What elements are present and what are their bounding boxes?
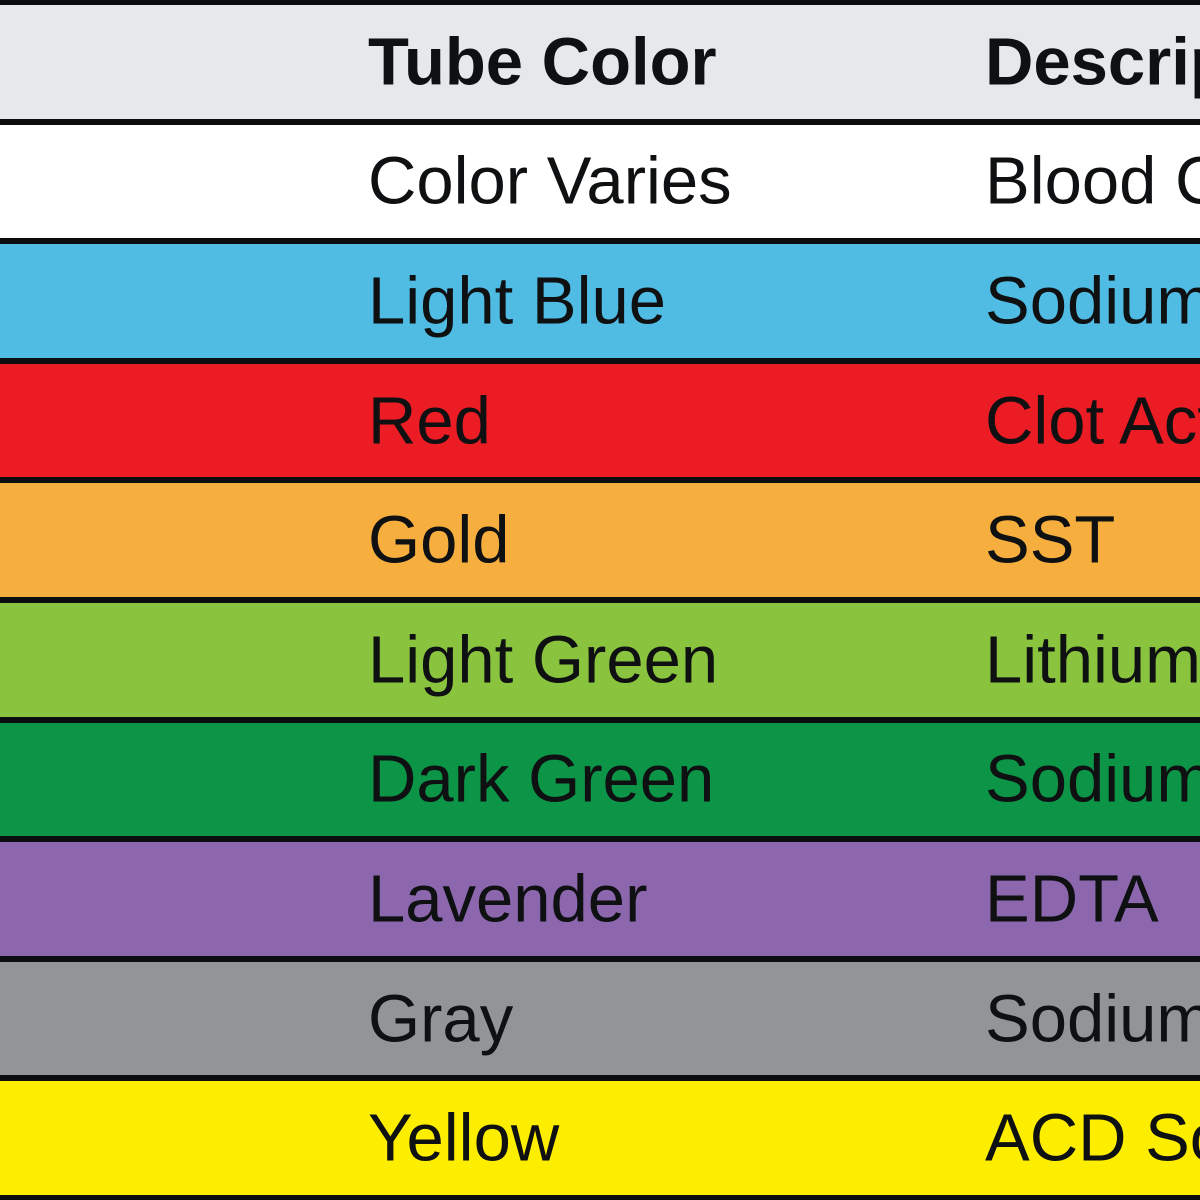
table-row: Dark Green Sodium (0, 722, 1200, 837)
description-cell: EDTA (985, 861, 1159, 937)
table-row: Color Varies Blood C (0, 124, 1200, 239)
tube-color-cell: Color Varies (368, 143, 732, 219)
column-header-description: Descrip (985, 24, 1200, 100)
tube-color-cell: Gold (368, 502, 510, 578)
tube-color-cell: Light Blue (368, 263, 666, 339)
description-cell: Blood C (985, 143, 1200, 219)
description-cell: Sodium (985, 981, 1200, 1057)
tube-color-cell: Gray (368, 981, 514, 1057)
table-row: Light Green Lithium (0, 602, 1200, 717)
table-header-row: Tube Color Descrip (0, 5, 1200, 119)
tube-color-cell: Yellow (368, 1100, 560, 1176)
table-row: Lavender EDTA (0, 842, 1200, 956)
table-row: Light Blue Sodium (0, 244, 1200, 358)
column-header-tube-color: Tube Color (368, 24, 717, 100)
description-cell: Lithium (985, 622, 1200, 698)
description-cell: Sodium (985, 263, 1200, 339)
description-cell: Sodium (985, 741, 1200, 817)
table-row: Yellow ACD So (0, 1081, 1200, 1195)
description-cell: Clot Act (985, 383, 1200, 459)
description-cell: ACD So (985, 1100, 1200, 1176)
tube-color-cell: Dark Green (368, 741, 715, 817)
description-cell: SST (985, 502, 1116, 578)
tube-color-cell: Red (368, 383, 491, 459)
tube-color-cell: Lavender (368, 861, 648, 937)
tube-color-cell: Light Green (368, 622, 719, 698)
table-row: Gold SST (0, 483, 1200, 597)
table-row: Gray Sodium (0, 961, 1200, 1076)
table-row: Red Clot Act (0, 363, 1200, 478)
